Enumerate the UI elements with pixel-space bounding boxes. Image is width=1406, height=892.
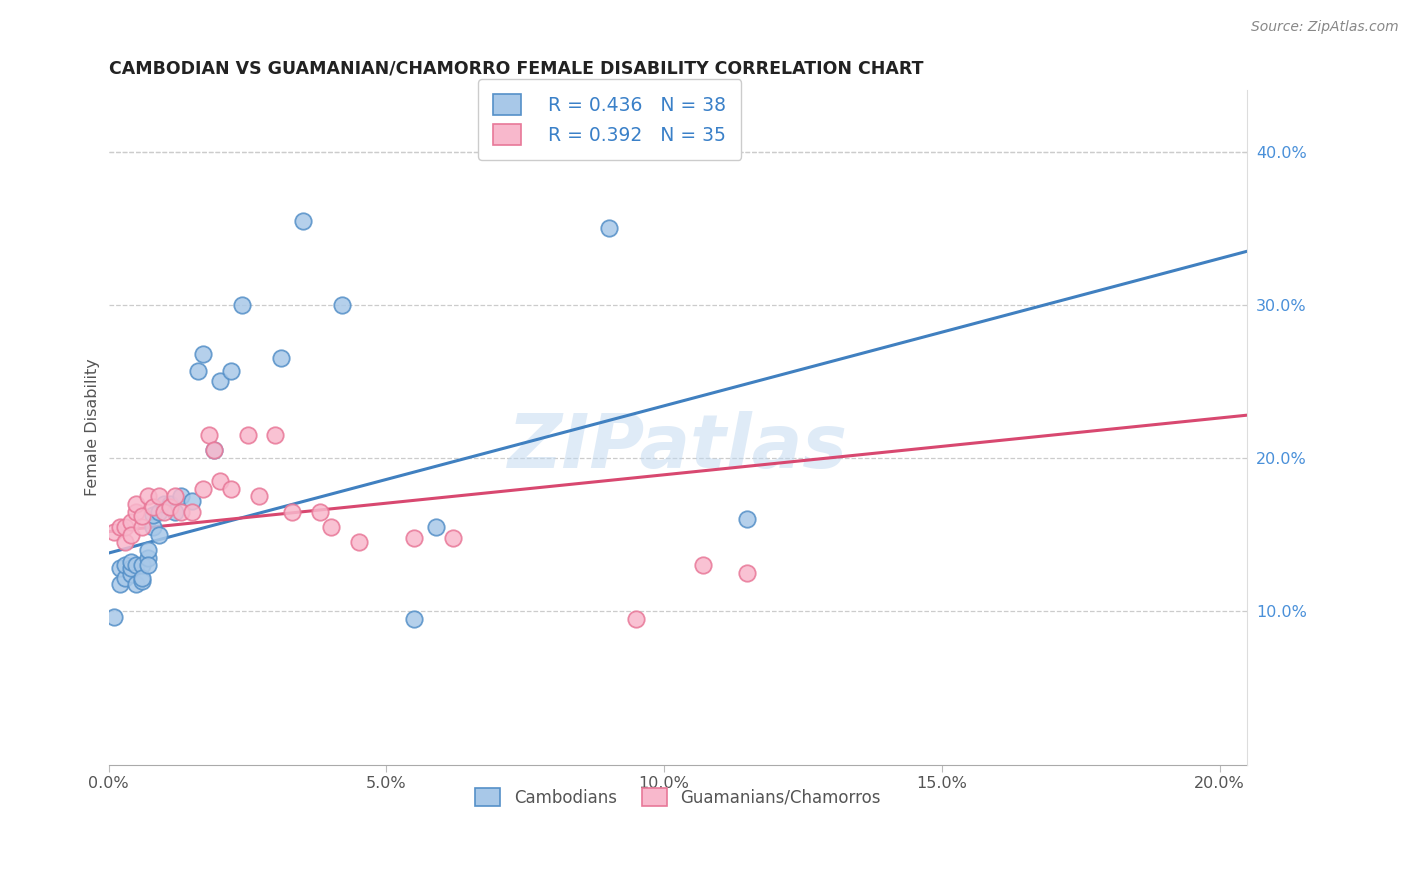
Point — [165, 489, 187, 503]
Point — [236, 428, 259, 442]
Point — [131, 570, 153, 584]
Point — [125, 497, 148, 511]
Point — [208, 474, 231, 488]
Point — [264, 428, 287, 442]
Point — [208, 375, 231, 389]
Point — [441, 531, 464, 545]
Point — [231, 298, 253, 312]
Text: Source: ZipAtlas.com: Source: ZipAtlas.com — [1251, 20, 1399, 34]
Point — [181, 505, 204, 519]
Point — [125, 576, 148, 591]
Point — [142, 520, 165, 534]
Point — [131, 558, 153, 573]
Point — [404, 612, 426, 626]
Point — [292, 213, 315, 227]
Point — [136, 558, 159, 573]
Point — [197, 428, 219, 442]
Point — [131, 509, 153, 524]
Point — [165, 505, 187, 519]
Point — [148, 489, 170, 503]
Point — [191, 347, 214, 361]
Point — [347, 535, 370, 549]
Point — [202, 443, 225, 458]
Point — [120, 527, 142, 541]
Point — [404, 531, 426, 545]
Point — [131, 520, 153, 534]
Point — [136, 550, 159, 565]
Point — [319, 520, 342, 534]
Point — [120, 567, 142, 582]
Point — [125, 505, 148, 519]
Point — [308, 505, 330, 519]
Point — [108, 520, 131, 534]
Point — [425, 520, 447, 534]
Point — [191, 482, 214, 496]
Point — [142, 508, 165, 522]
Text: CAMBODIAN VS GUAMANIAN/CHAMORRO FEMALE DISABILITY CORRELATION CHART: CAMBODIAN VS GUAMANIAN/CHAMORRO FEMALE D… — [108, 60, 924, 78]
Point — [737, 512, 759, 526]
Point — [159, 500, 181, 514]
Point — [247, 489, 270, 503]
Point — [103, 610, 125, 624]
Point — [330, 298, 353, 312]
Point — [598, 221, 620, 235]
Point — [108, 576, 131, 591]
Point — [136, 489, 159, 503]
Point — [136, 543, 159, 558]
Point — [103, 524, 125, 539]
Point — [120, 561, 142, 575]
Point — [131, 574, 153, 588]
Point — [737, 566, 759, 580]
Point — [108, 561, 131, 575]
Point — [181, 494, 204, 508]
Point — [170, 489, 193, 503]
Point — [148, 505, 170, 519]
Point — [159, 497, 181, 511]
Point — [153, 505, 176, 519]
Point — [153, 497, 176, 511]
Point — [186, 364, 208, 378]
Point — [692, 558, 714, 573]
Text: ZIPatlas: ZIPatlas — [508, 411, 848, 484]
Point — [120, 516, 142, 530]
Y-axis label: Female Disability: Female Disability — [86, 359, 100, 496]
Legend: Cambodians, Guamanians/Chamorros: Cambodians, Guamanians/Chamorros — [468, 781, 887, 814]
Point — [120, 555, 142, 569]
Point — [281, 505, 304, 519]
Point — [202, 443, 225, 458]
Point — [125, 558, 148, 573]
Point — [142, 500, 165, 514]
Point — [170, 505, 193, 519]
Point — [219, 364, 242, 378]
Point — [626, 612, 648, 626]
Point — [270, 351, 292, 366]
Point — [114, 535, 136, 549]
Point — [114, 570, 136, 584]
Point — [148, 527, 170, 541]
Point — [114, 520, 136, 534]
Point — [114, 558, 136, 573]
Point — [219, 482, 242, 496]
